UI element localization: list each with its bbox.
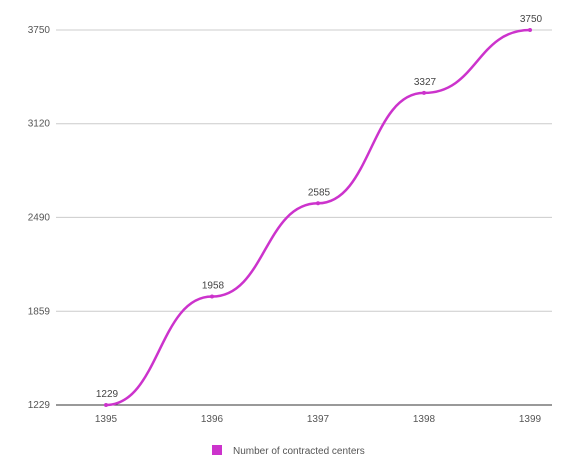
legend-swatch (212, 445, 222, 455)
data-label: 3327 (414, 77, 437, 88)
x-tick-label: 1399 (519, 414, 542, 425)
x-tick-label: 1398 (413, 414, 436, 425)
grid-lines (56, 29, 552, 312)
y-tick-label: 2490 (28, 212, 51, 223)
data-point[interactable] (528, 28, 532, 32)
x-tick-label: 1396 (201, 414, 224, 425)
x-axis-tick-labels: 1395 1396 1397 1398 1399 (95, 414, 542, 425)
y-tick-label: 3120 (28, 119, 51, 130)
legend[interactable]: Number of contracted centers (212, 445, 365, 457)
data-label: 2585 (308, 187, 331, 198)
data-point[interactable] (422, 90, 426, 95)
data-label: 1958 (202, 281, 225, 292)
data-label: 1229 (96, 389, 119, 400)
x-tick-label: 1395 (95, 414, 118, 425)
legend-label: Number of contracted centers (233, 446, 365, 457)
y-tick-label: 1229 (28, 400, 51, 411)
data-labels: 1229 1958 2585 3327 3750 (96, 14, 543, 407)
data-label: 3750 (520, 14, 543, 25)
y-axis-tick-labels: 1229 1859 2490 3120 3750 (28, 25, 51, 411)
x-tick-label: 1397 (307, 414, 330, 425)
y-tick-label: 1859 (28, 306, 51, 317)
data-point[interactable] (104, 403, 108, 407)
y-tick-label: 3750 (28, 25, 51, 36)
data-point[interactable] (316, 201, 320, 206)
data-point[interactable] (210, 294, 214, 299)
